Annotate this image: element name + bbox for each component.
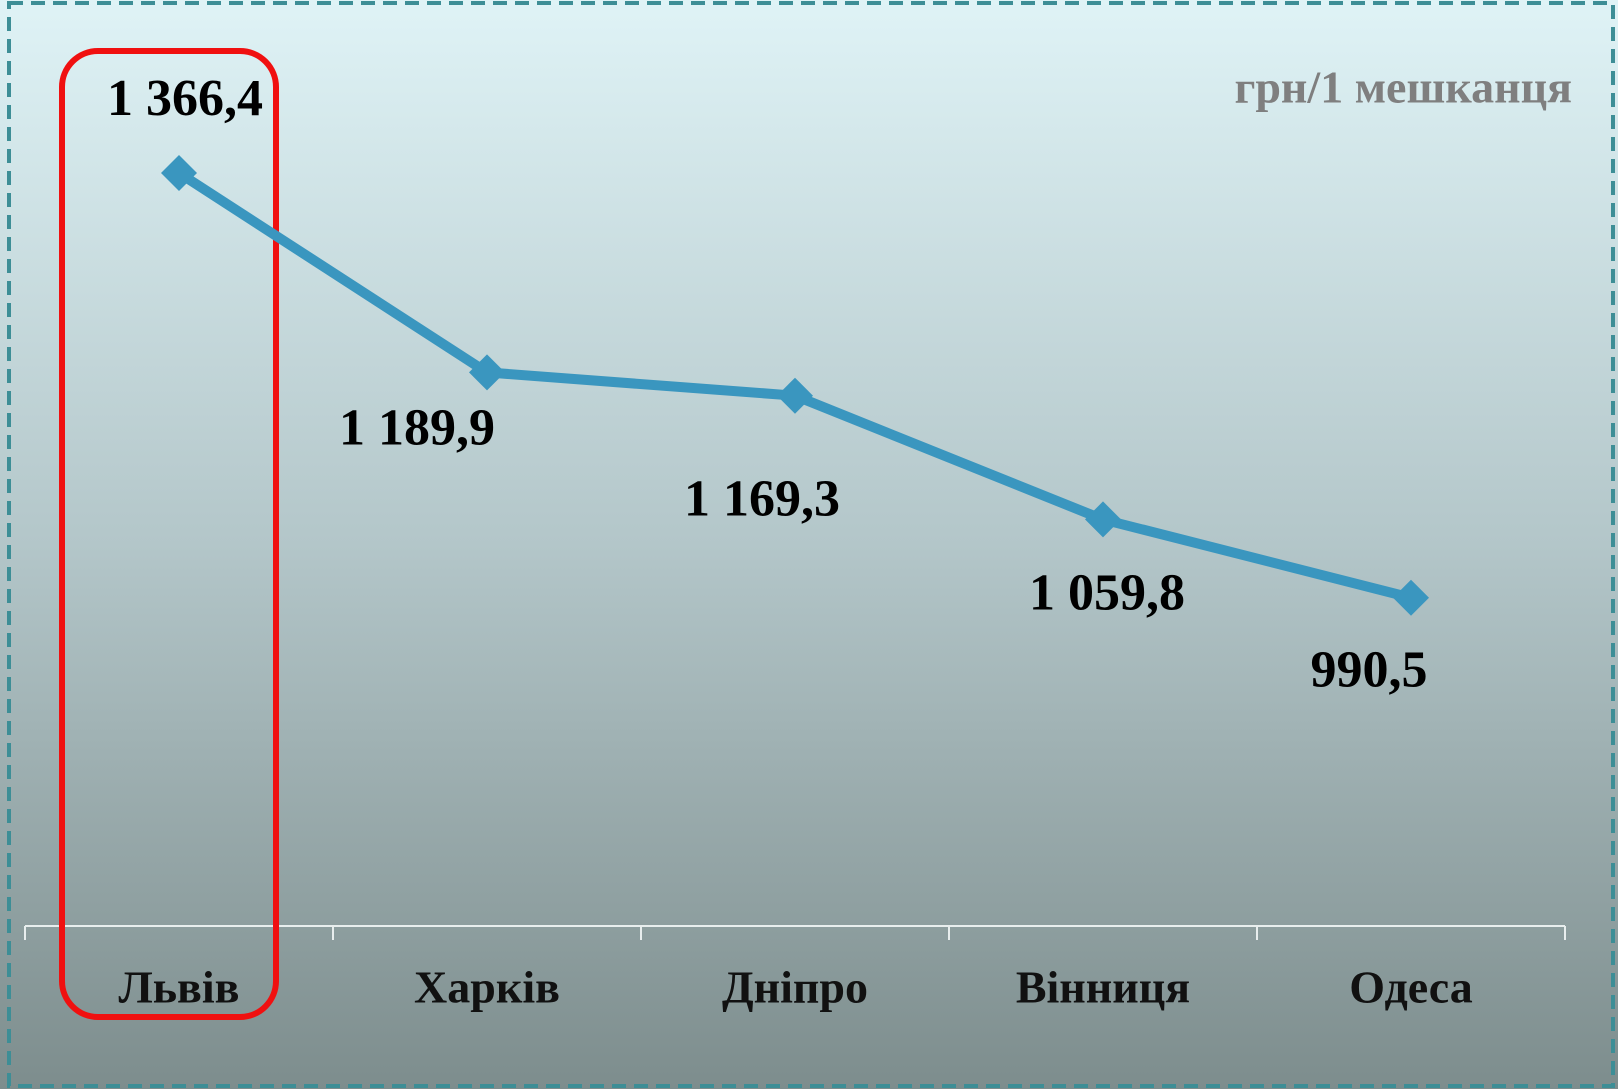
- marker: [1085, 501, 1121, 538]
- x-tick-label: Харків: [414, 962, 560, 1013]
- marker: [469, 354, 505, 391]
- marker: [777, 377, 813, 414]
- unit-label: грн/1 мешканця: [1234, 62, 1572, 113]
- data-label: 1 169,3: [684, 471, 840, 528]
- data-label: 1 189,9: [339, 399, 495, 456]
- x-tick-label: Дніпро: [722, 962, 868, 1013]
- highlight-box: [59, 48, 279, 1020]
- marker: [1393, 579, 1429, 616]
- data-label: 1 366,4: [107, 70, 263, 127]
- marker: [161, 154, 197, 191]
- data-label: 1 059,8: [1029, 564, 1185, 621]
- x-tick-label: Вінниця: [1016, 962, 1190, 1013]
- x-tick-label: Львів: [118, 962, 239, 1013]
- frame: [7, 1, 1615, 1088]
- x-tick-label: Одеса: [1349, 962, 1472, 1013]
- data-label: 990,5: [1311, 642, 1428, 699]
